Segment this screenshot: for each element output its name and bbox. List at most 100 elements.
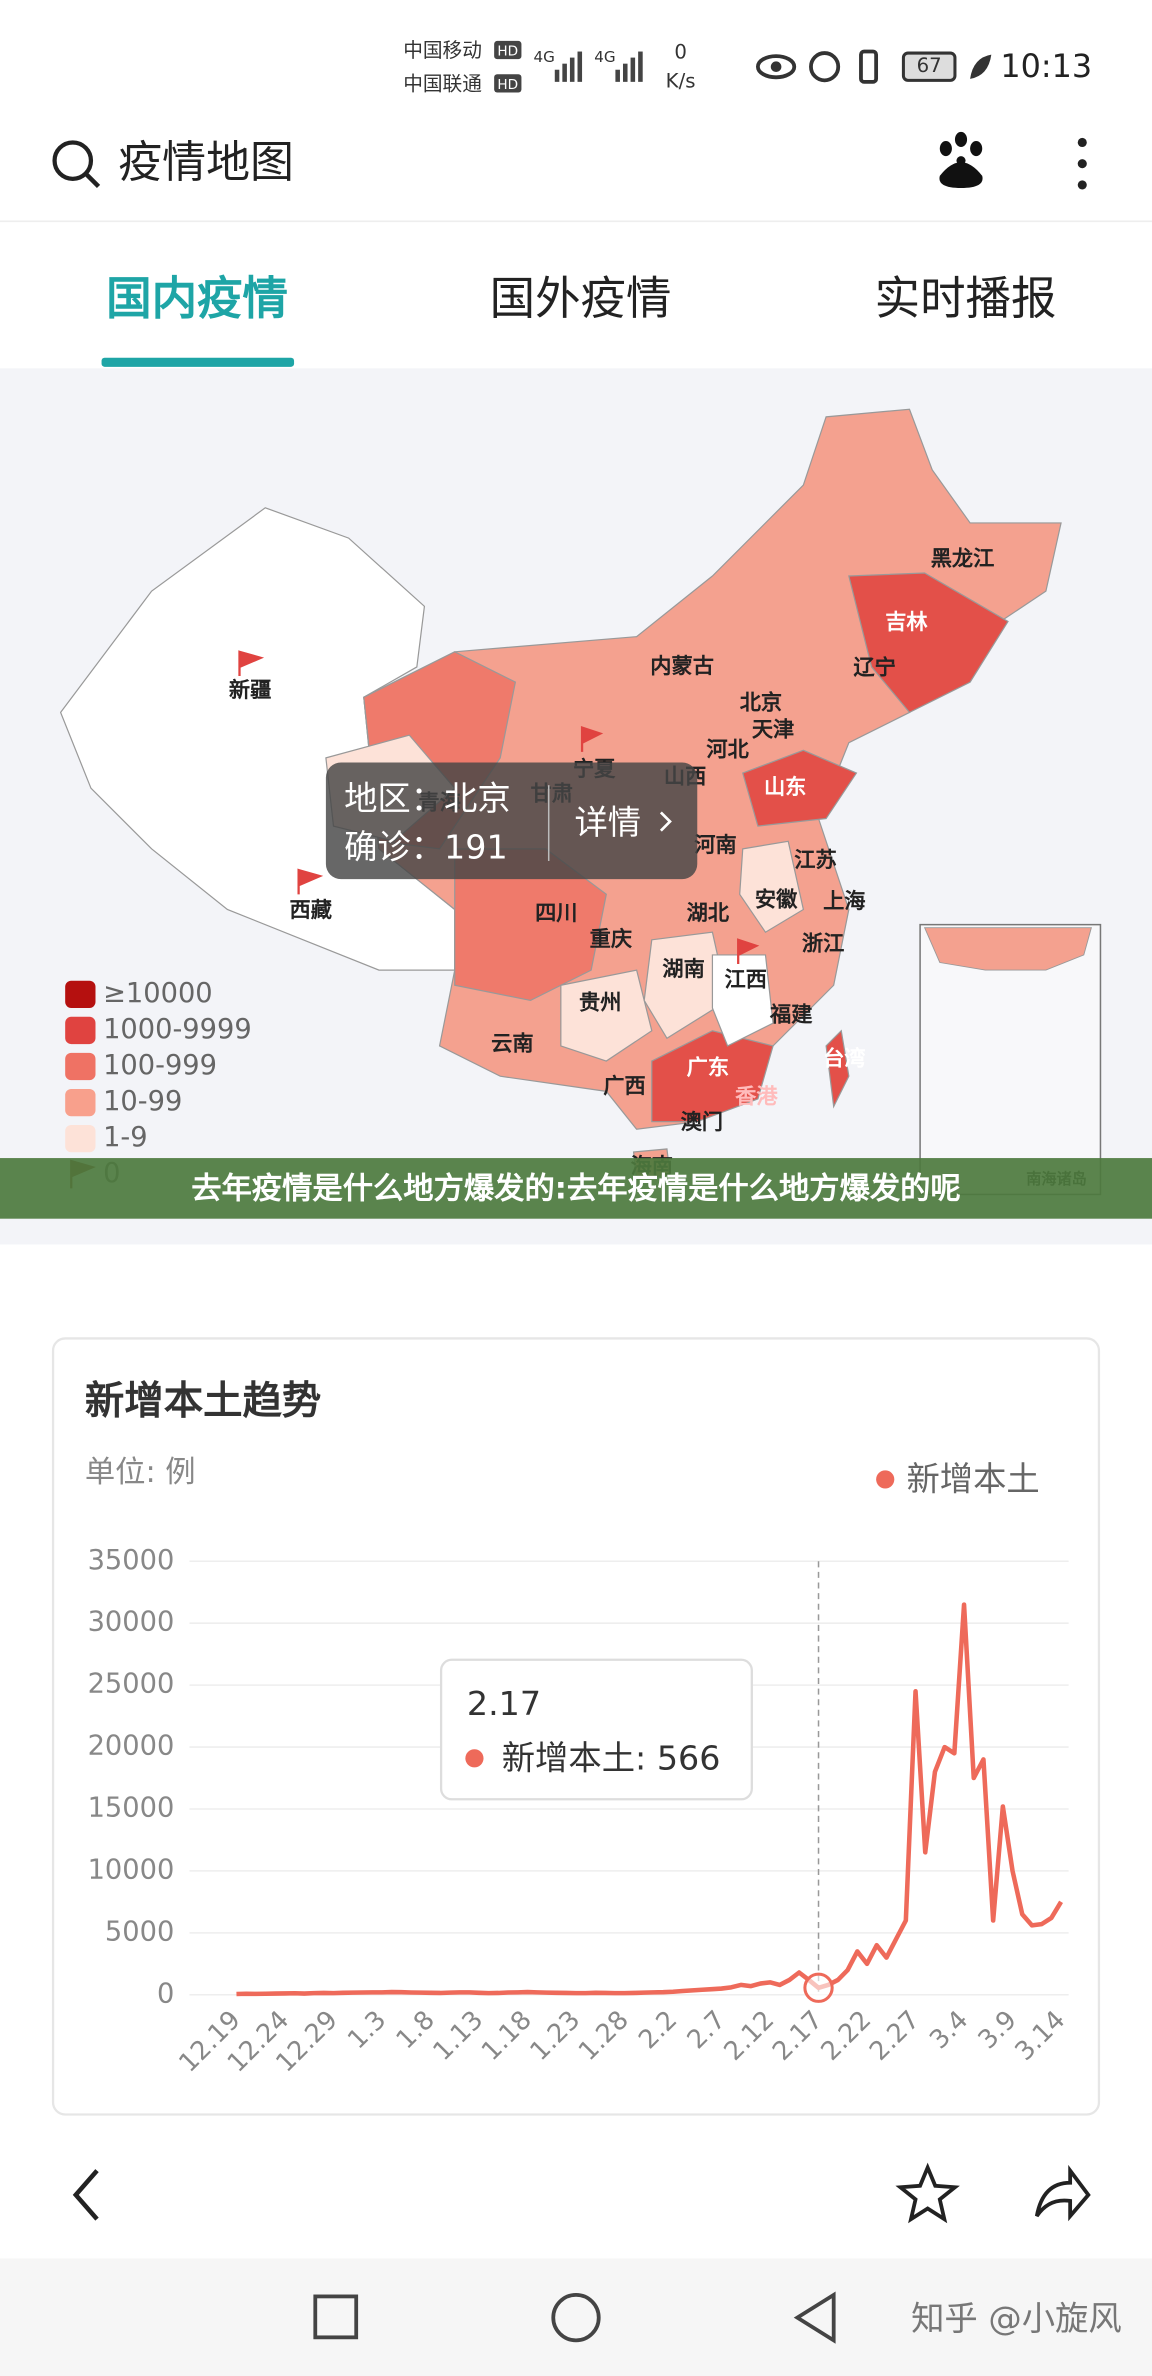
y-tick-label: 10000 (88, 1854, 175, 1885)
province-label: 新疆 (229, 677, 271, 703)
province-label: 黑龙江 (931, 546, 995, 571)
legend-marker (876, 1470, 895, 1489)
status-bar (0, 0, 1152, 122)
tooltip-value: 新增本土: 566 (502, 1738, 721, 1777)
hd-badge (494, 74, 522, 93)
legend-swatch (65, 1125, 96, 1153)
province-label: 辽宁 (853, 654, 895, 680)
alarm-icon (809, 51, 841, 83)
signal (554, 51, 643, 82)
tooltip-confirmed: 确诊：191 (344, 827, 508, 866)
tooltip-region: 地区：北京 (344, 779, 511, 818)
flags (238, 650, 760, 965)
banner (0, 1158, 1152, 1219)
chevron (659, 811, 672, 832)
province-label: 江西 (725, 968, 767, 993)
menu-icon[interactable] (1077, 137, 1087, 190)
search-icon (84, 172, 101, 189)
province-label: 河南 (694, 833, 736, 858)
province-label: 吉林 (885, 610, 928, 635)
tooltip-detail[interactable]: 详情 (574, 803, 641, 842)
region (560, 969, 653, 1062)
province-label: 山东 (764, 774, 806, 800)
tab[interactable]: 实时播报 (875, 272, 1057, 325)
banner-text: 去年疫情是什么地方爆发的:去年疫情是什么地方爆发的呢 (191, 1170, 961, 1206)
region (848, 572, 1009, 714)
watermark: 知乎 @小旋风 (911, 2299, 1122, 2338)
province-label: 四川 (535, 901, 577, 926)
legend-swatch (65, 1016, 96, 1045)
legend-label: ≥10000 (103, 978, 213, 1009)
region (825, 1029, 850, 1109)
battery (901, 51, 957, 82)
legend-label: 10-99 (103, 1086, 182, 1117)
y-tick-label: 0 (157, 1978, 174, 2009)
legend-swatch (65, 980, 96, 1008)
province-label: 安徽 (755, 886, 798, 912)
back-button[interactable] (72, 2169, 99, 2221)
province-label: 湖北 (687, 901, 730, 926)
province-label: 北京 (740, 689, 782, 715)
province-label: 江苏 (794, 847, 836, 873)
province-label: 广东 (687, 1055, 729, 1081)
chart-tooltip (439, 1658, 753, 1801)
carrier: 中国移动 (403, 39, 482, 62)
network: 4G (534, 48, 555, 66)
leaf-icon (970, 54, 992, 79)
clock: 10:13 (1000, 47, 1092, 85)
province-label: 福建 (769, 1003, 813, 1028)
map-tooltip[interactable] (325, 762, 698, 880)
hd: HD (497, 44, 518, 60)
data-line (236, 1602, 1063, 1997)
eye-icon (756, 54, 797, 80)
y-tick-label: 15000 (88, 1792, 175, 1823)
system-nav (0, 2258, 1152, 2376)
carrier: 中国联通 (403, 72, 482, 95)
legend-swatch (65, 1052, 96, 1081)
province-label: 天津 (752, 718, 794, 743)
region (742, 749, 858, 827)
page-title: 疫情地图 (118, 137, 294, 188)
vibrate-icon (859, 49, 879, 84)
chart-title: 新增本土趋势 (85, 1378, 321, 1424)
search-icon[interactable] (52, 140, 94, 181)
province-label: 河北 (706, 737, 749, 762)
legend-label: 1000-9999 (103, 1014, 252, 1045)
hd-badge (494, 40, 522, 60)
battery-level: 67 (917, 54, 942, 77)
speed: 0 (674, 41, 687, 64)
baidu-icon[interactable] (939, 131, 983, 188)
region (923, 927, 1092, 971)
chart-unit: 单位: 例 (85, 1455, 196, 1490)
legend-label: 1-9 (103, 1122, 148, 1153)
share-button[interactable] (1034, 2164, 1091, 2222)
tab[interactable]: 国内疫情 (106, 272, 288, 325)
province-label: 上海 (823, 888, 865, 914)
province-label: 重庆 (590, 926, 633, 952)
region (643, 931, 729, 1040)
back-nav-button[interactable] (793, 2291, 836, 2344)
y-tick-label: 20000 (88, 1731, 175, 1762)
recents-button[interactable] (313, 2294, 359, 2340)
tab[interactable]: 国外疫情 (490, 272, 672, 325)
province-label: 广西 (603, 1073, 645, 1099)
favorite-button[interactable] (895, 2162, 960, 2224)
province-labels: 新疆西藏内蒙古黑龙江吉林辽宁北京天津河北山西山东宁夏甘肃青海河南江苏安徽上海四川… (229, 546, 1087, 1187)
province-label: 台湾 (823, 1046, 865, 1072)
network: 4G (594, 48, 615, 66)
province-label: 香港 (735, 1084, 778, 1109)
province-label: 湖南 (662, 957, 704, 982)
y-tick-label: 5000 (105, 1916, 174, 1947)
speed-unit: K/s (666, 69, 696, 92)
y-tick-label: 25000 (88, 1669, 175, 1700)
home-button[interactable] (551, 2293, 601, 2343)
province-label: 浙江 (802, 931, 844, 956)
province-label: 贵州 (579, 990, 621, 1015)
province-label: 澳门 (681, 1109, 723, 1135)
tooltip-marker (465, 1749, 484, 1768)
bottom-toolbar (0, 2134, 1152, 2259)
region (711, 954, 774, 1047)
province-label: 内蒙古 (650, 654, 714, 679)
